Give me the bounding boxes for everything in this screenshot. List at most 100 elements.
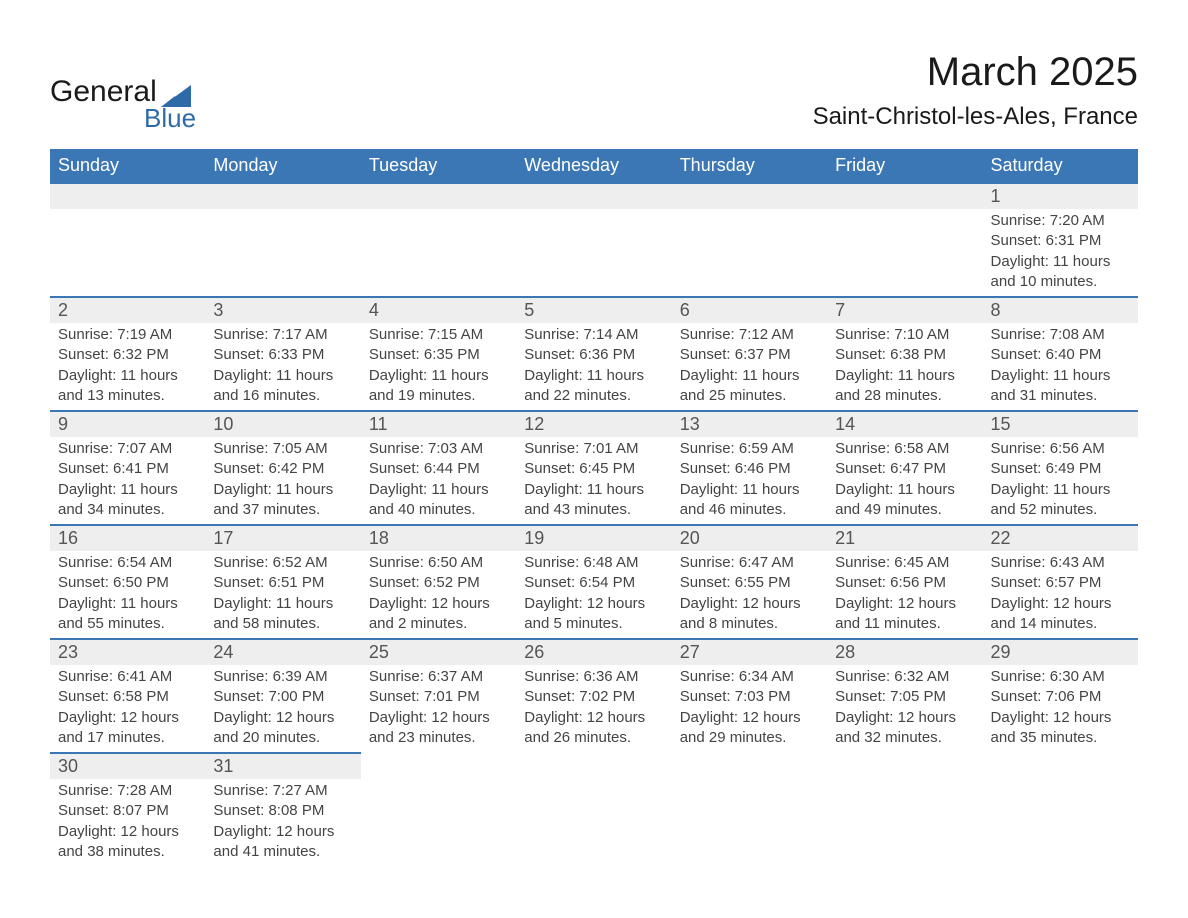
daylight-text: Daylight: 12 hours bbox=[991, 594, 1130, 614]
sunrise-text: Sunrise: 7:05 AM bbox=[213, 439, 352, 459]
day-detail: Sunrise: 7:14 AMSunset: 6:36 PMDaylight:… bbox=[516, 323, 671, 410]
day-number-cell: 11 bbox=[361, 411, 516, 437]
day-detail: Sunrise: 6:45 AMSunset: 6:56 PMDaylight:… bbox=[827, 551, 982, 638]
daylight-text: Daylight: 11 hours bbox=[58, 594, 197, 614]
day-number-cell: 10 bbox=[205, 411, 360, 437]
daylight-text: and 34 minutes. bbox=[58, 500, 197, 520]
day-number: 8 bbox=[983, 298, 1138, 323]
daylight-text: Daylight: 11 hours bbox=[213, 366, 352, 386]
day-detail-cell: Sunrise: 6:58 AMSunset: 6:47 PMDaylight:… bbox=[827, 437, 982, 525]
day-detail-cell: Sunrise: 7:17 AMSunset: 6:33 PMDaylight:… bbox=[205, 323, 360, 411]
empty-day-cell bbox=[983, 779, 1138, 866]
daylight-text: and 23 minutes. bbox=[369, 728, 508, 748]
day-detail: Sunrise: 7:10 AMSunset: 6:38 PMDaylight:… bbox=[827, 323, 982, 410]
daylight-text: Daylight: 11 hours bbox=[369, 480, 508, 500]
day-number-cell: 4 bbox=[361, 297, 516, 323]
empty-day-cell bbox=[516, 209, 671, 297]
day-number-cell: 5 bbox=[516, 297, 671, 323]
day-number-cell: 30 bbox=[50, 753, 205, 779]
day-number-cell: 2 bbox=[50, 297, 205, 323]
daylight-text: Daylight: 11 hours bbox=[835, 366, 974, 386]
day-number: 22 bbox=[983, 526, 1138, 551]
day-number: 19 bbox=[516, 526, 671, 551]
daylight-text: Daylight: 12 hours bbox=[213, 822, 352, 842]
sunset-text: Sunset: 6:54 PM bbox=[524, 573, 663, 593]
sunrise-text: Sunrise: 6:37 AM bbox=[369, 667, 508, 687]
day-number-cell: 24 bbox=[205, 639, 360, 665]
sunset-text: Sunset: 8:08 PM bbox=[213, 801, 352, 821]
calendar-week-details: Sunrise: 6:41 AMSunset: 6:58 PMDaylight:… bbox=[50, 665, 1138, 753]
sunrise-text: Sunrise: 6:45 AM bbox=[835, 553, 974, 573]
day-detail: Sunrise: 7:19 AMSunset: 6:32 PMDaylight:… bbox=[50, 323, 205, 410]
calendar-table: SundayMondayTuesdayWednesdayThursdayFrid… bbox=[50, 149, 1138, 866]
day-number: 23 bbox=[50, 640, 205, 665]
sunset-text: Sunset: 6:33 PM bbox=[213, 345, 352, 365]
daylight-text: and 49 minutes. bbox=[835, 500, 974, 520]
daylight-text: and 16 minutes. bbox=[213, 386, 352, 406]
empty-day-cell bbox=[516, 753, 671, 779]
day-detail-cell: Sunrise: 7:15 AMSunset: 6:35 PMDaylight:… bbox=[361, 323, 516, 411]
daylight-text: Daylight: 12 hours bbox=[524, 708, 663, 728]
sunrise-text: Sunrise: 6:39 AM bbox=[213, 667, 352, 687]
sunset-text: Sunset: 6:35 PM bbox=[369, 345, 508, 365]
day-detail-cell: Sunrise: 6:50 AMSunset: 6:52 PMDaylight:… bbox=[361, 551, 516, 639]
day-number-cell: 21 bbox=[827, 525, 982, 551]
day-number-cell: 19 bbox=[516, 525, 671, 551]
day-detail-cell: Sunrise: 6:37 AMSunset: 7:01 PMDaylight:… bbox=[361, 665, 516, 753]
daylight-text: Daylight: 11 hours bbox=[58, 366, 197, 386]
sunset-text: Sunset: 6:45 PM bbox=[524, 459, 663, 479]
day-number-cell: 22 bbox=[983, 525, 1138, 551]
calendar-week-details: Sunrise: 7:07 AMSunset: 6:41 PMDaylight:… bbox=[50, 437, 1138, 525]
daylight-text: and 19 minutes. bbox=[369, 386, 508, 406]
daylight-text: Daylight: 11 hours bbox=[991, 366, 1130, 386]
day-detail-cell: Sunrise: 7:08 AMSunset: 6:40 PMDaylight:… bbox=[983, 323, 1138, 411]
day-number-cell: 6 bbox=[672, 297, 827, 323]
sunset-text: Sunset: 6:46 PM bbox=[680, 459, 819, 479]
location-subtitle: Saint-Christol-les-Ales, France bbox=[813, 103, 1138, 131]
sunrise-text: Sunrise: 6:52 AM bbox=[213, 553, 352, 573]
empty-day-cell bbox=[983, 753, 1138, 779]
day-number: 1 bbox=[983, 184, 1138, 209]
day-detail: Sunrise: 7:28 AMSunset: 8:07 PMDaylight:… bbox=[50, 779, 205, 866]
day-number: 26 bbox=[516, 640, 671, 665]
sunrise-text: Sunrise: 6:54 AM bbox=[58, 553, 197, 573]
empty-day-cell bbox=[205, 209, 360, 297]
day-number-cell: 15 bbox=[983, 411, 1138, 437]
calendar-head: SundayMondayTuesdayWednesdayThursdayFrid… bbox=[50, 149, 1138, 183]
day-number: 17 bbox=[205, 526, 360, 551]
sunrise-text: Sunrise: 6:30 AM bbox=[991, 667, 1130, 687]
sunrise-text: Sunrise: 6:41 AM bbox=[58, 667, 197, 687]
daylight-text: and 17 minutes. bbox=[58, 728, 197, 748]
day-detail: Sunrise: 7:17 AMSunset: 6:33 PMDaylight:… bbox=[205, 323, 360, 410]
day-number-cell: 28 bbox=[827, 639, 982, 665]
calendar-week-numbers: 9101112131415 bbox=[50, 411, 1138, 437]
calendar-week-details: Sunrise: 6:54 AMSunset: 6:50 PMDaylight:… bbox=[50, 551, 1138, 639]
daylight-text: Daylight: 11 hours bbox=[991, 480, 1130, 500]
sunset-text: Sunset: 6:44 PM bbox=[369, 459, 508, 479]
day-detail: Sunrise: 6:41 AMSunset: 6:58 PMDaylight:… bbox=[50, 665, 205, 752]
day-detail: Sunrise: 7:08 AMSunset: 6:40 PMDaylight:… bbox=[983, 323, 1138, 410]
empty-day-cell bbox=[672, 209, 827, 297]
day-detail: Sunrise: 6:30 AMSunset: 7:06 PMDaylight:… bbox=[983, 665, 1138, 752]
weekday-header: Friday bbox=[827, 149, 982, 183]
sunrise-text: Sunrise: 7:20 AM bbox=[991, 211, 1130, 231]
empty-day-cell bbox=[205, 183, 360, 209]
daylight-text: Daylight: 11 hours bbox=[369, 366, 508, 386]
daylight-text: and 5 minutes. bbox=[524, 614, 663, 634]
daylight-text: and 52 minutes. bbox=[991, 500, 1130, 520]
day-detail-cell: Sunrise: 7:19 AMSunset: 6:32 PMDaylight:… bbox=[50, 323, 205, 411]
day-number: 12 bbox=[516, 412, 671, 437]
daylight-text: Daylight: 12 hours bbox=[369, 708, 508, 728]
daylight-text: and 11 minutes. bbox=[835, 614, 974, 634]
sunset-text: Sunset: 6:55 PM bbox=[680, 573, 819, 593]
weekday-header: Thursday bbox=[672, 149, 827, 183]
daylight-text: Daylight: 11 hours bbox=[680, 366, 819, 386]
empty-day-cell bbox=[516, 183, 671, 209]
empty-day-cell bbox=[361, 753, 516, 779]
sunrise-text: Sunrise: 6:50 AM bbox=[369, 553, 508, 573]
day-detail-cell: Sunrise: 6:47 AMSunset: 6:55 PMDaylight:… bbox=[672, 551, 827, 639]
daylight-text: and 41 minutes. bbox=[213, 842, 352, 862]
empty-day-cell bbox=[672, 753, 827, 779]
day-detail: Sunrise: 6:52 AMSunset: 6:51 PMDaylight:… bbox=[205, 551, 360, 638]
day-detail: Sunrise: 6:32 AMSunset: 7:05 PMDaylight:… bbox=[827, 665, 982, 752]
